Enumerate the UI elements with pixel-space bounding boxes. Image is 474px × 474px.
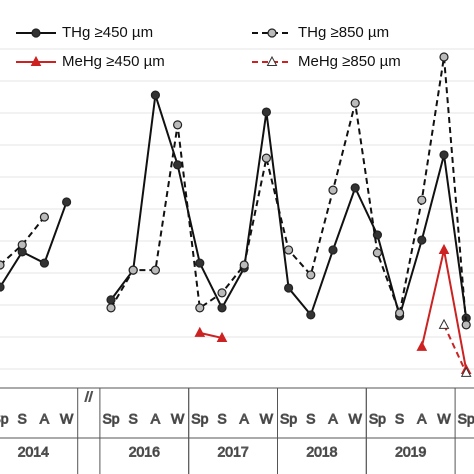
x-group-label: 2018 xyxy=(306,444,337,460)
grid xyxy=(0,48,474,370)
x-tick-label: Sp xyxy=(102,411,119,427)
point xyxy=(0,282,5,292)
point xyxy=(106,303,116,313)
x-tick-label: A xyxy=(40,411,50,427)
x-tick-label: W xyxy=(437,411,451,427)
x-tick-label: Sp xyxy=(191,411,208,427)
legend-marker xyxy=(267,28,277,38)
point xyxy=(61,197,72,207)
point xyxy=(306,310,316,320)
point xyxy=(328,245,338,255)
point xyxy=(350,98,360,108)
x-tick-label: W xyxy=(60,411,74,427)
point xyxy=(261,107,271,117)
point xyxy=(439,52,449,62)
point xyxy=(195,258,205,268)
x-tick-label: A xyxy=(417,411,427,427)
point xyxy=(173,120,183,130)
x-tick-label: Sp xyxy=(0,411,9,427)
point xyxy=(372,248,382,258)
point xyxy=(194,326,206,337)
x-tick-label: Sp xyxy=(458,411,474,427)
x-group-label: 2019 xyxy=(395,444,426,460)
plot-area xyxy=(0,52,472,377)
point xyxy=(439,150,449,160)
point xyxy=(217,288,227,298)
point xyxy=(328,185,338,195)
x-group-label: 2017 xyxy=(218,444,249,460)
point xyxy=(150,265,160,275)
x-tick-label: W xyxy=(171,411,185,427)
x-axis: SpSAWSpSAWSpSAWSpSAWSpSAWSp//20142016201… xyxy=(0,387,474,474)
x-tick-label: W xyxy=(260,411,274,427)
legend: THg ≥450 µm THg ≥850 µm MeHg ≥450 µm MeHg ≥… xyxy=(16,24,401,70)
point xyxy=(195,303,205,313)
point xyxy=(438,243,450,254)
x-tick-label: W xyxy=(349,411,363,427)
legend-label: THg ≥850 µm xyxy=(298,24,389,41)
point xyxy=(416,340,428,351)
legend-marker xyxy=(31,28,41,38)
x-group-label: 2014 xyxy=(18,444,49,460)
x-tick-label: S xyxy=(18,411,27,427)
x-tick-label: Sp xyxy=(280,411,297,427)
point xyxy=(306,270,316,280)
series-line xyxy=(443,324,468,374)
point xyxy=(461,320,471,330)
axis-break: // xyxy=(85,389,93,405)
point xyxy=(460,366,472,377)
point xyxy=(150,90,160,100)
x-tick-label: S xyxy=(306,411,315,427)
x-tick-label: S xyxy=(217,411,226,427)
point xyxy=(39,212,50,222)
x-tick-label: S xyxy=(395,411,404,427)
point xyxy=(284,283,294,293)
point xyxy=(395,308,405,318)
legend-marker xyxy=(30,55,42,66)
legend-label: MeHg ≥850 µm xyxy=(298,53,401,70)
point xyxy=(39,258,50,268)
point xyxy=(239,260,249,270)
point xyxy=(284,245,294,255)
point xyxy=(216,331,228,342)
legend-marker xyxy=(266,55,278,66)
series-line xyxy=(0,56,468,325)
x-tick-label: A xyxy=(240,411,250,427)
point xyxy=(438,318,450,329)
point xyxy=(173,160,183,170)
point xyxy=(17,240,27,250)
x-group-label: 2016 xyxy=(129,444,160,460)
x-tick-label: S xyxy=(129,411,138,427)
x-tick-label: A xyxy=(328,411,338,427)
point xyxy=(0,260,5,270)
point xyxy=(217,303,227,313)
point xyxy=(417,195,427,205)
x-tick-label: Sp xyxy=(369,411,386,427)
point xyxy=(128,265,138,275)
legend-label: THg ≥450 µm xyxy=(62,24,153,41)
series-line xyxy=(0,94,468,320)
point xyxy=(417,235,427,245)
legend-label: MeHg ≥450 µm xyxy=(62,53,165,70)
point xyxy=(261,153,271,163)
x-tick-label: A xyxy=(151,411,161,427)
point xyxy=(350,183,360,193)
